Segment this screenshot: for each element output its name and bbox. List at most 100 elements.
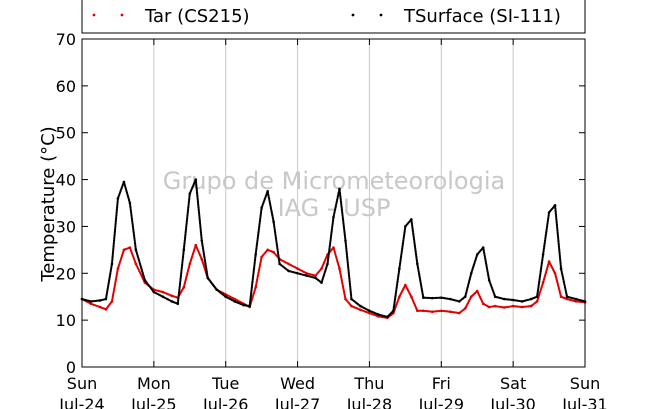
data-point (348, 277, 351, 280)
data-point (556, 231, 559, 234)
data-point (556, 226, 559, 229)
data-point (350, 294, 353, 297)
watermark: Grupo de Micrometeorologia IAG - USP (163, 167, 505, 222)
data-point (180, 264, 184, 267)
x-tick-label-day: Fri (432, 374, 451, 393)
y-tick-label: 60 (56, 77, 76, 96)
x-tick-label-day: Sun (570, 374, 600, 393)
data-point (346, 259, 349, 263)
data-point (180, 267, 183, 270)
series-tar (80, 243, 587, 320)
y-axis: 0 10 20 30 40 50 60 70 (56, 30, 585, 377)
x-tick-label-day: Wed (280, 374, 315, 393)
data-point (558, 251, 561, 254)
data-point (555, 220, 558, 223)
data-point (347, 271, 350, 274)
data-point (345, 250, 348, 253)
x-axis: Sun Jul-24 Mon Jul-25 Tue Jul-26 Wed Jul-27 Thu J… (58, 39, 608, 409)
x-tick-label-date: Jul-27 (274, 395, 320, 409)
data-point (179, 274, 183, 277)
data-point (555, 224, 559, 227)
data-point (346, 258, 349, 261)
data-point (348, 275, 351, 278)
x-tick-label-day: Sat (500, 374, 526, 393)
data-point (179, 278, 182, 282)
data-point (346, 256, 349, 259)
data-point (559, 258, 562, 261)
grid-lines (153, 39, 514, 367)
data-point (555, 221, 558, 224)
data-point (179, 282, 182, 285)
data-point (555, 216, 558, 220)
data-point (344, 240, 347, 244)
data-point (346, 261, 349, 264)
data-point (559, 259, 562, 262)
data-point (345, 247, 348, 250)
legend-label-tar: Tar (CS215) (144, 6, 250, 27)
data-point (556, 229, 559, 232)
data-point (554, 210, 557, 213)
data-point (348, 283, 352, 286)
data-point (557, 240, 560, 243)
data-point (348, 280, 351, 283)
y-tick-label: 20 (56, 264, 76, 283)
data-point (554, 213, 558, 216)
data-point (557, 243, 560, 246)
data-point (344, 242, 347, 245)
data-point (345, 248, 348, 252)
data-point (176, 301, 180, 304)
y-tick-label: 10 (56, 311, 76, 330)
legend-marker-tsurface (351, 13, 355, 17)
data-point (558, 248, 561, 251)
data-point (181, 261, 184, 264)
x-tick-label-date: Jul-24 (58, 395, 104, 409)
data-point (348, 282, 351, 285)
data-points (80, 178, 587, 320)
data-point (556, 232, 559, 235)
data-point (555, 218, 558, 221)
data-point (556, 234, 560, 237)
data-point (559, 261, 562, 264)
y-tick-label: 30 (56, 217, 76, 236)
x-tick-label-day: Mon (137, 374, 171, 393)
data-point (344, 244, 348, 247)
x-tick-label-date: Jul-25 (130, 395, 176, 409)
data-point (177, 297, 180, 301)
x-tick-label-day: Thu (353, 374, 384, 393)
data-point (558, 254, 561, 258)
data-point (554, 205, 557, 209)
data-point (177, 291, 181, 294)
data-point (349, 290, 352, 293)
data-point (558, 253, 561, 256)
y-tick-label: 40 (56, 171, 76, 190)
data-point (558, 250, 561, 253)
x-tick-label-date: Jul-31 (561, 395, 607, 409)
data-point (349, 293, 353, 296)
data-point (345, 252, 348, 255)
data-point (349, 291, 352, 294)
y-tick-label: 0 (66, 358, 76, 377)
data-point (559, 264, 562, 267)
y-tick-label: 70 (56, 30, 76, 49)
data-point (348, 278, 351, 282)
y-tick-label: 50 (56, 124, 76, 143)
data-point (178, 285, 181, 288)
x-tick-label-date: Jul-30 (489, 395, 535, 409)
legend-label-tsurface: TSurface (SI-111) (403, 6, 561, 27)
x-tick-label-date: Jul-26 (202, 395, 248, 409)
legend-frame (81, 0, 586, 34)
data-point (349, 286, 352, 290)
x-tick-label-day: Sun (67, 374, 97, 393)
data-point (555, 223, 558, 226)
series-tsurface (80, 178, 587, 319)
data-point (182, 251, 185, 255)
data-point (178, 288, 181, 291)
legend-marker-tar (120, 13, 124, 17)
x-tick-label-date: Jul-29 (418, 395, 464, 409)
data-point (559, 262, 562, 265)
data-point (554, 208, 557, 212)
data-point (558, 256, 562, 259)
x-tick-label-day: Tue (211, 374, 239, 393)
data-point (555, 215, 558, 218)
